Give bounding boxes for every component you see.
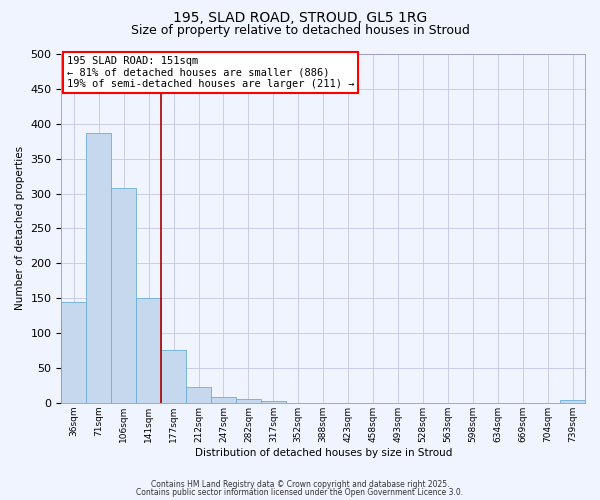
Text: Contains HM Land Registry data © Crown copyright and database right 2025.: Contains HM Land Registry data © Crown c… [151, 480, 449, 489]
Bar [261, 400, 286, 403]
Bar [161, 350, 186, 403]
Bar [236, 400, 261, 403]
Bar [136, 298, 161, 403]
Text: Contains public sector information licensed under the Open Government Licence 3.: Contains public sector information licen… [136, 488, 464, 497]
Bar [186, 386, 211, 403]
Bar [86, 133, 111, 403]
Y-axis label: Number of detached properties: Number of detached properties [15, 146, 25, 310]
Bar [61, 302, 86, 403]
X-axis label: Distribution of detached houses by size in Stroud: Distribution of detached houses by size … [194, 448, 452, 458]
Text: Size of property relative to detached houses in Stroud: Size of property relative to detached ho… [131, 24, 469, 37]
Bar [111, 188, 136, 403]
Bar [211, 396, 236, 403]
Text: 195, SLAD ROAD, STROUD, GL5 1RG: 195, SLAD ROAD, STROUD, GL5 1RG [173, 11, 427, 25]
Bar [560, 400, 585, 403]
Text: 195 SLAD ROAD: 151sqm
← 81% of detached houses are smaller (886)
19% of semi-det: 195 SLAD ROAD: 151sqm ← 81% of detached … [67, 56, 354, 89]
